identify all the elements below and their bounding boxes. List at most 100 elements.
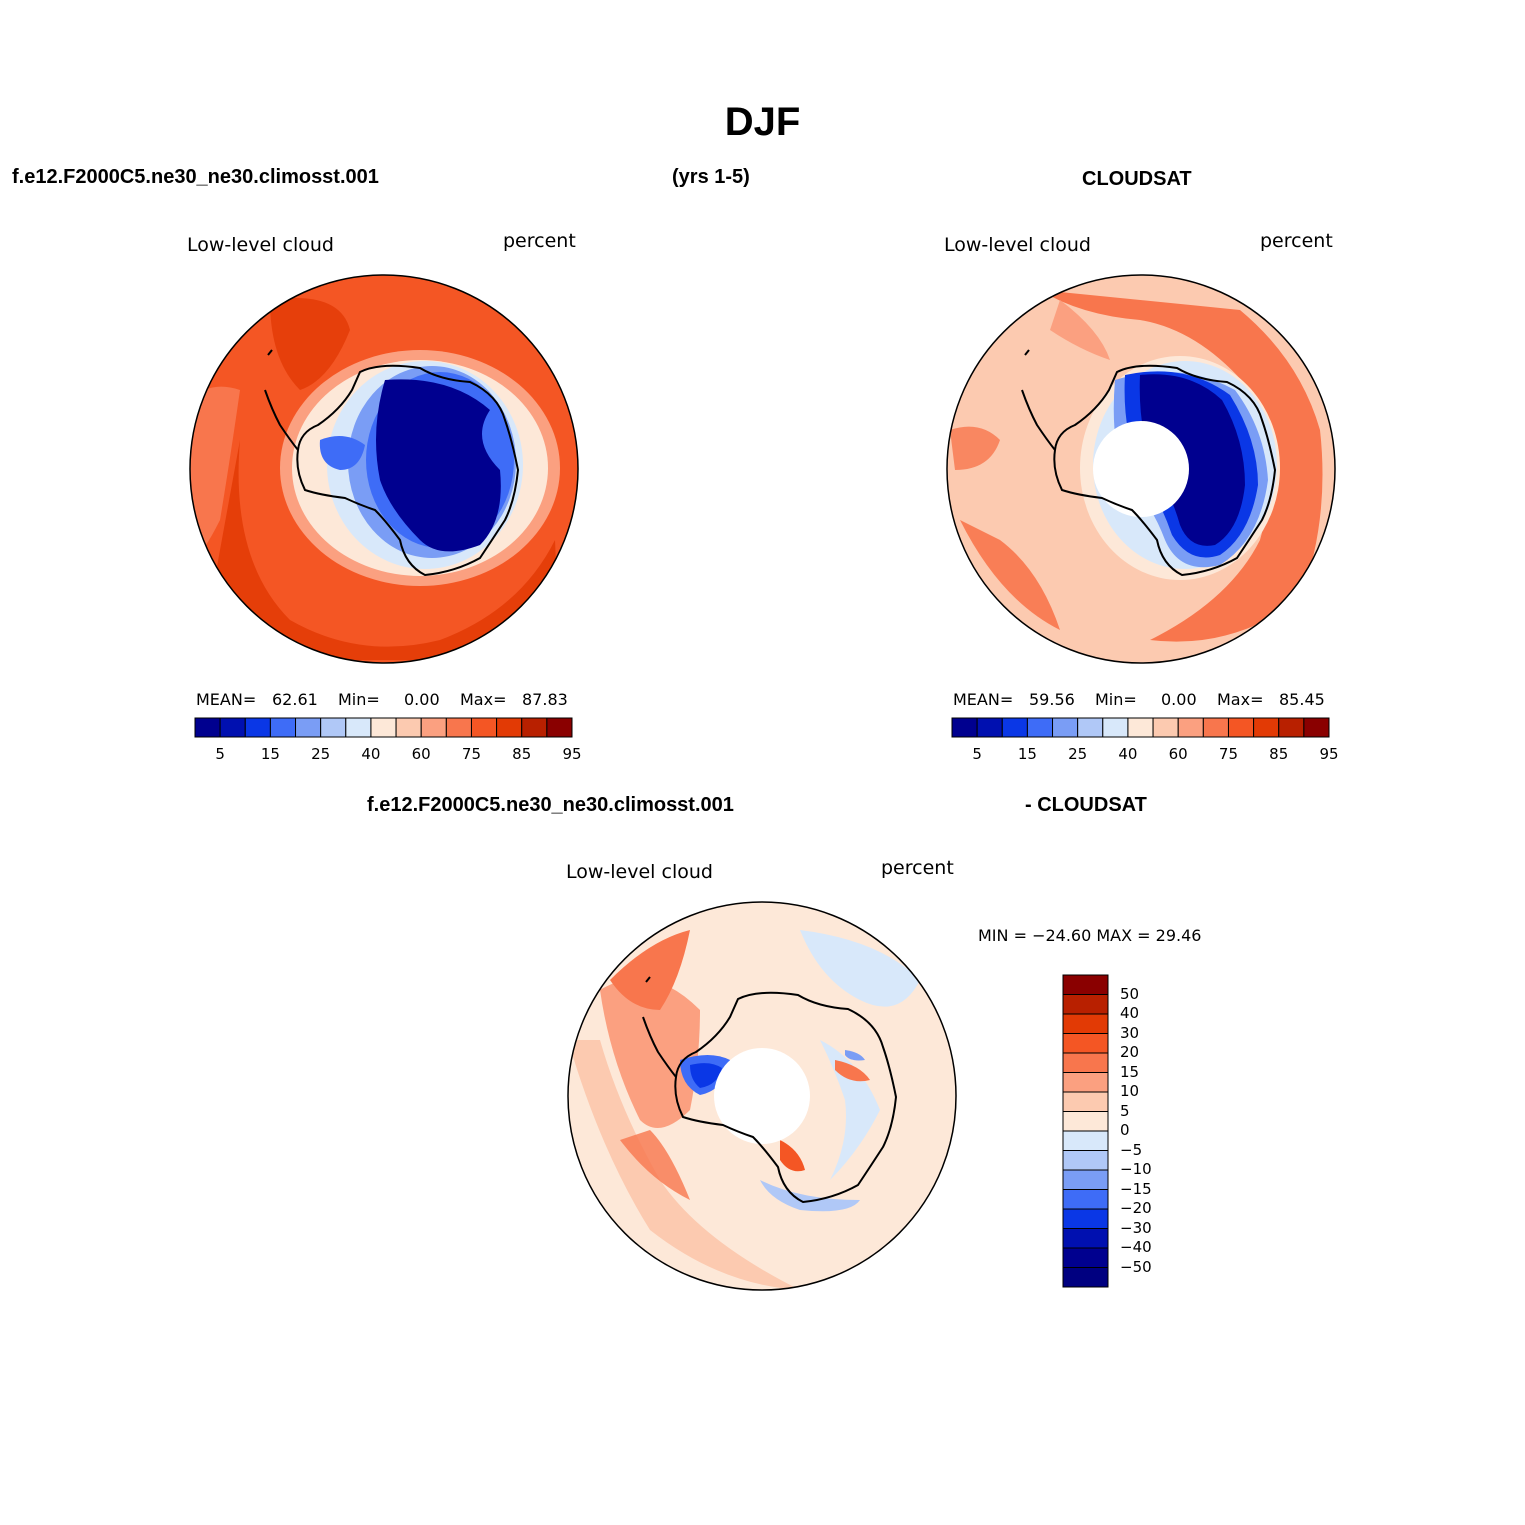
panel-2-max-label: Max= bbox=[1217, 690, 1264, 709]
panel-1-colorbar-label: 40 bbox=[361, 745, 381, 763]
panel-2-colorbar-label: 15 bbox=[1017, 745, 1037, 763]
panel-2-mean-label: MEAN= bbox=[953, 690, 1014, 709]
panel-1-colorbar-label: 95 bbox=[562, 745, 582, 763]
diff-colorbar-cell bbox=[1062, 1072, 1109, 1093]
panel-1-max: 87.83 bbox=[522, 690, 568, 709]
panel-1-variable: Low-level cloud bbox=[187, 234, 334, 256]
panel-2-colorbar-label: 85 bbox=[1269, 745, 1289, 763]
panel-2-colorbar-cell bbox=[951, 717, 978, 738]
panel-1-colorbar-cell bbox=[244, 717, 271, 738]
panel-2-colorbar-cell bbox=[976, 717, 1003, 738]
diff-colorbar-label: −20 bbox=[1120, 1199, 1152, 1217]
diff-colorbar-cell bbox=[1062, 994, 1109, 1015]
panel-2-colorbar-cell bbox=[1202, 717, 1229, 738]
panel-1-map bbox=[189, 274, 579, 664]
panel-1-mean: 62.61 bbox=[272, 690, 318, 709]
panel-2-colorbar-cell bbox=[1152, 717, 1179, 738]
diff-colorbar-cell bbox=[1062, 1208, 1109, 1229]
panel-1-colorbar-cell bbox=[395, 717, 422, 738]
panel-2-mean: 59.56 bbox=[1029, 690, 1075, 709]
panel-1-min: 0.00 bbox=[404, 690, 440, 709]
panel-1-colorbar-cell bbox=[320, 717, 347, 738]
panel-1-colorbar-cell bbox=[420, 717, 447, 738]
diff-colorbar-label: 50 bbox=[1120, 984, 1140, 1003]
diff-colorbar-label: 20 bbox=[1120, 1043, 1140, 1061]
diff-colorbar-cell bbox=[1062, 1033, 1109, 1054]
diff-colorbar-cell bbox=[1062, 1169, 1109, 1190]
panel-2-colorbar-label: 75 bbox=[1218, 745, 1238, 763]
panel-1-colorbar-label: 5 bbox=[215, 745, 225, 763]
panel-2-colorbar-label: 25 bbox=[1068, 745, 1088, 763]
panel-2-colorbar-cell bbox=[1052, 717, 1079, 738]
panel-1-colorbar-label: 85 bbox=[512, 745, 532, 763]
page-title: DJF bbox=[724, 100, 801, 144]
diff-colorbar-label: −40 bbox=[1120, 1238, 1152, 1256]
diff-colorbar-label: 10 bbox=[1120, 1082, 1140, 1100]
panel-2-min: 0.00 bbox=[1161, 690, 1197, 709]
diff-colorbar-cell bbox=[1062, 1130, 1109, 1151]
panel-2-colorbar bbox=[951, 717, 1330, 738]
panel-1-colorbar-cell bbox=[345, 717, 372, 738]
panel-1-colorbar-label: 60 bbox=[411, 745, 431, 763]
panel-1-colorbar-cell bbox=[445, 717, 472, 738]
panel-2-colorbar-cell bbox=[1127, 717, 1154, 738]
panel-1-colorbar-cell bbox=[295, 717, 322, 738]
panel-2-colorbar-cell bbox=[1177, 717, 1204, 738]
panel-2-colorbar-cell bbox=[1227, 717, 1255, 738]
panel-1-colorbar bbox=[194, 717, 573, 738]
panel-2-colorbar-cell bbox=[1303, 717, 1330, 738]
diff-colorbar-cell bbox=[1062, 1150, 1109, 1171]
panel-2-colorbar-label: 40 bbox=[1118, 745, 1138, 763]
diff-colorbar bbox=[1062, 974, 1109, 1288]
diff-unit: percent bbox=[881, 857, 954, 879]
panel-2-min-label: Min= bbox=[1095, 690, 1137, 709]
panel-1-mean-label: MEAN= bbox=[196, 690, 257, 709]
panel-1-colorbar-label: 75 bbox=[461, 745, 481, 763]
diff-colorbar-label: −5 bbox=[1120, 1140, 1143, 1159]
panel-1-colorbar-label: 15 bbox=[260, 745, 280, 763]
panel-1-min-label: Min= bbox=[338, 690, 380, 709]
diff-colorbar-cell bbox=[1062, 1247, 1109, 1268]
diff-colorbar-label: −15 bbox=[1120, 1179, 1152, 1198]
panel-1-colorbar-cell bbox=[470, 717, 498, 738]
panel-2-colorbar-cell bbox=[1278, 717, 1305, 738]
panel-1-unit: percent bbox=[503, 230, 576, 252]
panel-2-colorbar-label: 95 bbox=[1319, 745, 1339, 763]
diff-colorbar-cell bbox=[1062, 1228, 1109, 1249]
panel-1-colorbar-label: 25 bbox=[311, 745, 331, 763]
panel-1-colorbar-cell bbox=[219, 717, 246, 738]
diff-colorbar-cell bbox=[1062, 1013, 1109, 1034]
diff-title-right: - CLOUDSAT bbox=[1025, 794, 1147, 816]
panel-2-colorbar-cell bbox=[1026, 717, 1054, 738]
diff-colorbar-cell bbox=[1062, 1189, 1109, 1210]
panel-2-max: 85.45 bbox=[1279, 690, 1325, 709]
diff-colorbar-label: 15 bbox=[1120, 1062, 1140, 1081]
panel-2-colorbar-cell bbox=[1077, 717, 1104, 738]
diff-colorbar-label: −10 bbox=[1120, 1160, 1152, 1178]
years-title: (yrs 1-5) bbox=[672, 166, 750, 188]
diff-minmax: MIN = −24.60 MAX = 29.46 bbox=[978, 926, 1202, 945]
diff-colorbar-cell bbox=[1062, 1111, 1109, 1132]
panel-1-colorbar-cell bbox=[269, 717, 297, 738]
panel-1-max-label: Max= bbox=[460, 690, 507, 709]
panel-1-colorbar-cell bbox=[370, 717, 397, 738]
panel-2-colorbar-cell bbox=[1253, 717, 1280, 738]
panel-1-colorbar-cell bbox=[521, 717, 548, 738]
model-name-title: f.e12.F2000C5.ne30_ne30.climosst.001 bbox=[12, 166, 379, 188]
diff-colorbar-cell bbox=[1062, 1267, 1109, 1288]
diff-colorbar-cell bbox=[1062, 1052, 1109, 1073]
diff-title-left: f.e12.F2000C5.ne30_ne30.climosst.001 bbox=[367, 794, 734, 816]
diff-colorbar-label: −30 bbox=[1120, 1218, 1152, 1237]
diff-colorbar-label: 0 bbox=[1120, 1121, 1130, 1139]
diff-colorbar-label: 5 bbox=[1120, 1101, 1130, 1120]
panel-1-colorbar-cell bbox=[194, 717, 221, 738]
diff-colorbar-cell bbox=[1062, 1091, 1109, 1112]
diff-colorbar-cell bbox=[1062, 974, 1109, 995]
panel-1-colorbar-cell bbox=[546, 717, 573, 738]
diff-variable: Low-level cloud bbox=[566, 861, 713, 883]
panel-2-variable: Low-level cloud bbox=[944, 234, 1091, 256]
diff-map bbox=[567, 901, 957, 1291]
obs-name-title: CLOUDSAT bbox=[1082, 168, 1192, 190]
diff-colorbar-label: −50 bbox=[1120, 1257, 1152, 1276]
